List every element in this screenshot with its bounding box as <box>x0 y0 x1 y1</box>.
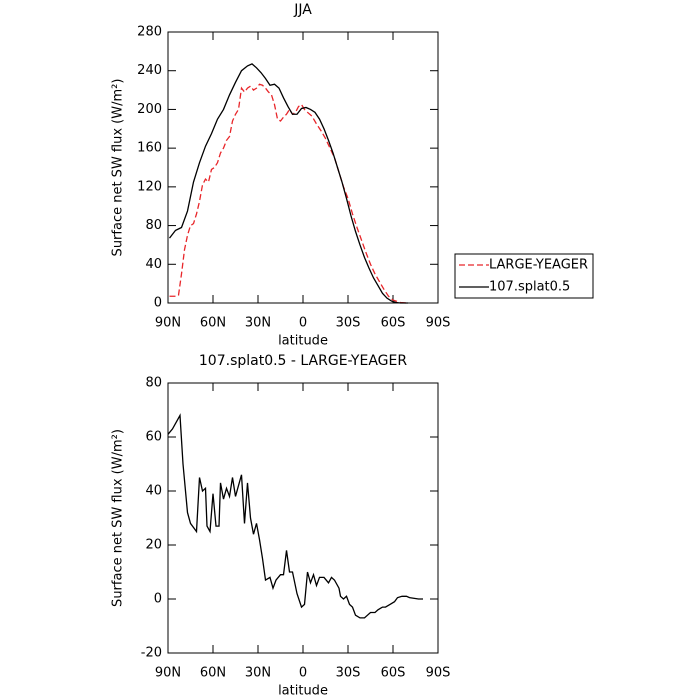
y-tick-label: 80 <box>145 218 162 233</box>
x-axis-label: latitude <box>278 684 328 699</box>
x-tick-label: 30S <box>336 666 361 681</box>
data-line <box>168 63 408 304</box>
x-tick-label: 90S <box>426 666 451 681</box>
y-tick-label: 60 <box>145 430 162 445</box>
x-tick-label: 30N <box>245 666 271 681</box>
y-tick-label: 240 <box>137 63 162 78</box>
plot-frame <box>167 31 439 304</box>
x-tick-label: 90N <box>155 316 181 331</box>
data-line <box>169 83 407 304</box>
chart-title: JJA <box>293 2 312 18</box>
legend-box <box>454 253 594 299</box>
x-tick-label: 60N <box>200 666 226 681</box>
y-tick-label: 0 <box>154 592 162 607</box>
y-tick-label: 120 <box>137 179 162 194</box>
x-tick-label: 0 <box>299 316 307 331</box>
x-tick-label: 0 <box>299 666 307 681</box>
y-axis-label: Surface net SW flux (W/m²) <box>111 429 126 607</box>
y-axis-label: Surface net SW flux (W/m²) <box>111 79 126 257</box>
y-tick-label: 40 <box>145 257 162 272</box>
y-tick-label: 200 <box>137 102 162 117</box>
x-axis-label: latitude <box>278 334 328 349</box>
plot-frame <box>167 382 439 654</box>
x-tick-label: 90N <box>155 666 181 681</box>
legend-label: LARGE-YEAGER <box>489 258 588 273</box>
legend-label: 107.splat0.5 <box>489 280 570 295</box>
y-tick-label: 160 <box>137 141 162 156</box>
y-tick-label: 20 <box>145 538 162 553</box>
y-tick-label: -20 <box>141 646 162 661</box>
y-tick-label: 80 <box>145 376 162 391</box>
x-tick-label: 90S <box>426 316 451 331</box>
x-tick-label: 60S <box>381 666 406 681</box>
y-tick-label: 40 <box>145 484 162 499</box>
x-tick-label: 30N <box>245 316 271 331</box>
y-tick-label: 280 <box>137 25 162 40</box>
x-tick-label: 30S <box>336 316 361 331</box>
x-tick-label: 60S <box>381 316 406 331</box>
chart-title: 107.splat0.5 - LARGE-YEAGER <box>199 353 407 369</box>
data-line <box>167 413 423 619</box>
x-tick-label: 60N <box>200 316 226 331</box>
y-tick-label: 0 <box>154 296 162 311</box>
